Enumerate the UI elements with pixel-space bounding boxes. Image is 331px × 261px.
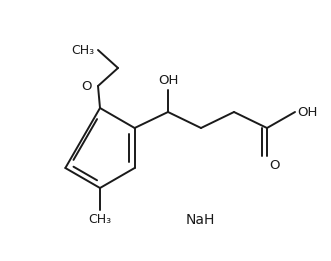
Text: CH₃: CH₃ xyxy=(88,213,112,226)
Text: OH: OH xyxy=(297,105,317,118)
Text: O: O xyxy=(269,159,279,172)
Text: O: O xyxy=(81,80,92,92)
Text: CH₃: CH₃ xyxy=(71,44,94,56)
Text: NaH: NaH xyxy=(185,213,215,227)
Text: OH: OH xyxy=(158,74,178,87)
